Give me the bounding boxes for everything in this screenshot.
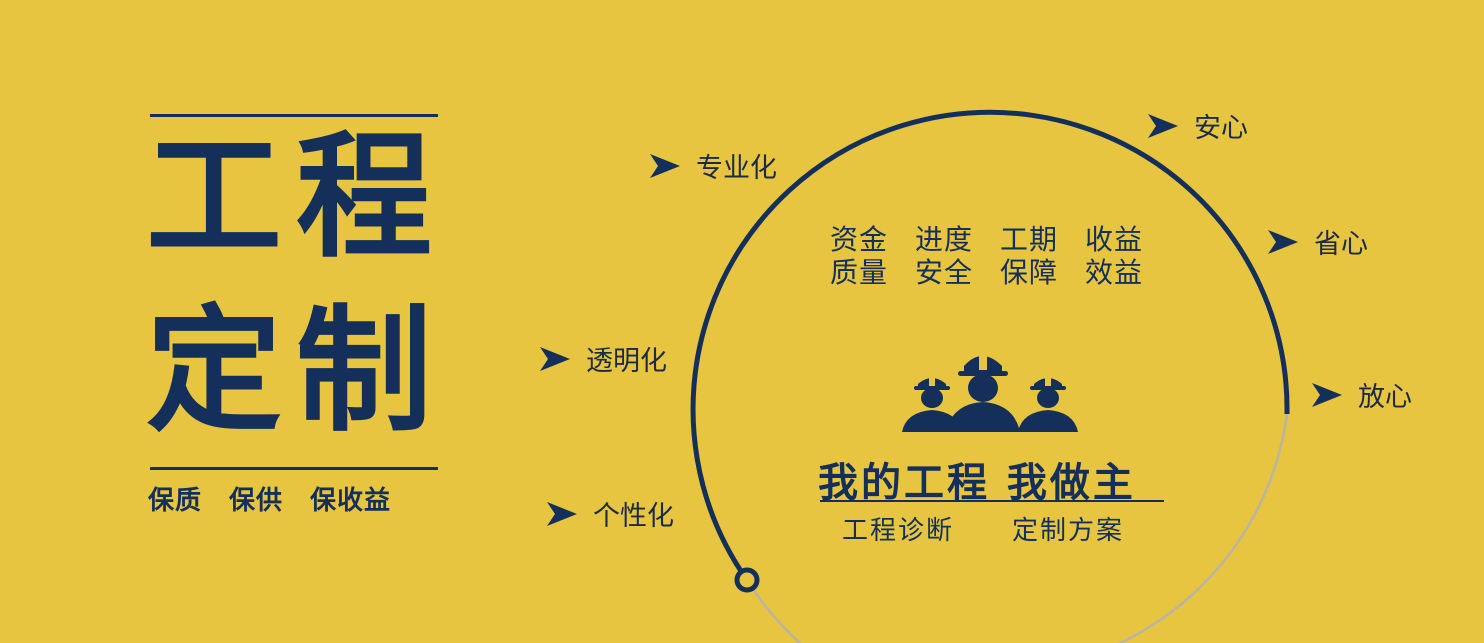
construction-workers-icon bbox=[902, 354, 1078, 432]
keyword: 进度 bbox=[915, 223, 974, 256]
tag-label: 安心 bbox=[1194, 113, 1248, 144]
tag-label: 个性化 bbox=[593, 501, 674, 532]
tag-personalized: 个性化 bbox=[547, 494, 674, 533]
title-top-rule bbox=[150, 114, 438, 117]
keyword: 收益 bbox=[1085, 223, 1144, 256]
keyword: 保障 bbox=[1000, 256, 1059, 289]
tag-label: 省心 bbox=[1314, 229, 1368, 260]
arrow-right-icon bbox=[540, 346, 570, 371]
title-bottom-rule bbox=[150, 467, 438, 470]
arrow-right-icon bbox=[1148, 113, 1178, 138]
tag-transparent: 透明化 bbox=[540, 339, 667, 378]
tag-worry-free: 省心 bbox=[1268, 222, 1368, 261]
keywords-row-1: 资金 进度 工期 收益 bbox=[830, 218, 1170, 258]
keyword: 资金 bbox=[830, 223, 889, 256]
service-diagnosis: 工程诊断 bbox=[842, 516, 955, 546]
keyword: 效益 bbox=[1085, 256, 1144, 289]
services: 工程诊断 定制方案 bbox=[842, 510, 1124, 547]
tag-label: 透明化 bbox=[586, 346, 667, 377]
slogan-rule bbox=[820, 500, 1164, 502]
slogan: 我的工程 我做主 bbox=[818, 460, 1136, 506]
arc-start-dot bbox=[734, 567, 760, 593]
subtitle: 保质 保供 保收益 bbox=[148, 486, 392, 516]
arrow-right-icon bbox=[650, 153, 680, 178]
arc-tail-right bbox=[1119, 413, 1289, 643]
keyword: 工期 bbox=[1000, 223, 1059, 256]
tag-professional: 专业化 bbox=[650, 146, 777, 185]
tag-reassured: 放心 bbox=[1312, 375, 1412, 414]
title-line-1: 工程 bbox=[146, 119, 446, 277]
tag-label: 放心 bbox=[1358, 382, 1412, 413]
arrow-right-icon bbox=[1268, 229, 1298, 254]
tag-label: 专业化 bbox=[696, 153, 777, 184]
keywords-row-2: 质量 安全 保障 效益 bbox=[830, 251, 1170, 291]
service-custom-plan: 定制方案 bbox=[1012, 516, 1125, 546]
arrow-right-icon bbox=[1312, 382, 1342, 407]
arc-main bbox=[690, 109, 1290, 582]
keyword: 安全 bbox=[915, 256, 974, 289]
keyword: 质量 bbox=[830, 256, 889, 289]
arrow-right-icon bbox=[547, 501, 577, 526]
title-line-2: 定制 bbox=[146, 293, 446, 451]
tag-peace-of-mind: 安心 bbox=[1148, 106, 1248, 145]
